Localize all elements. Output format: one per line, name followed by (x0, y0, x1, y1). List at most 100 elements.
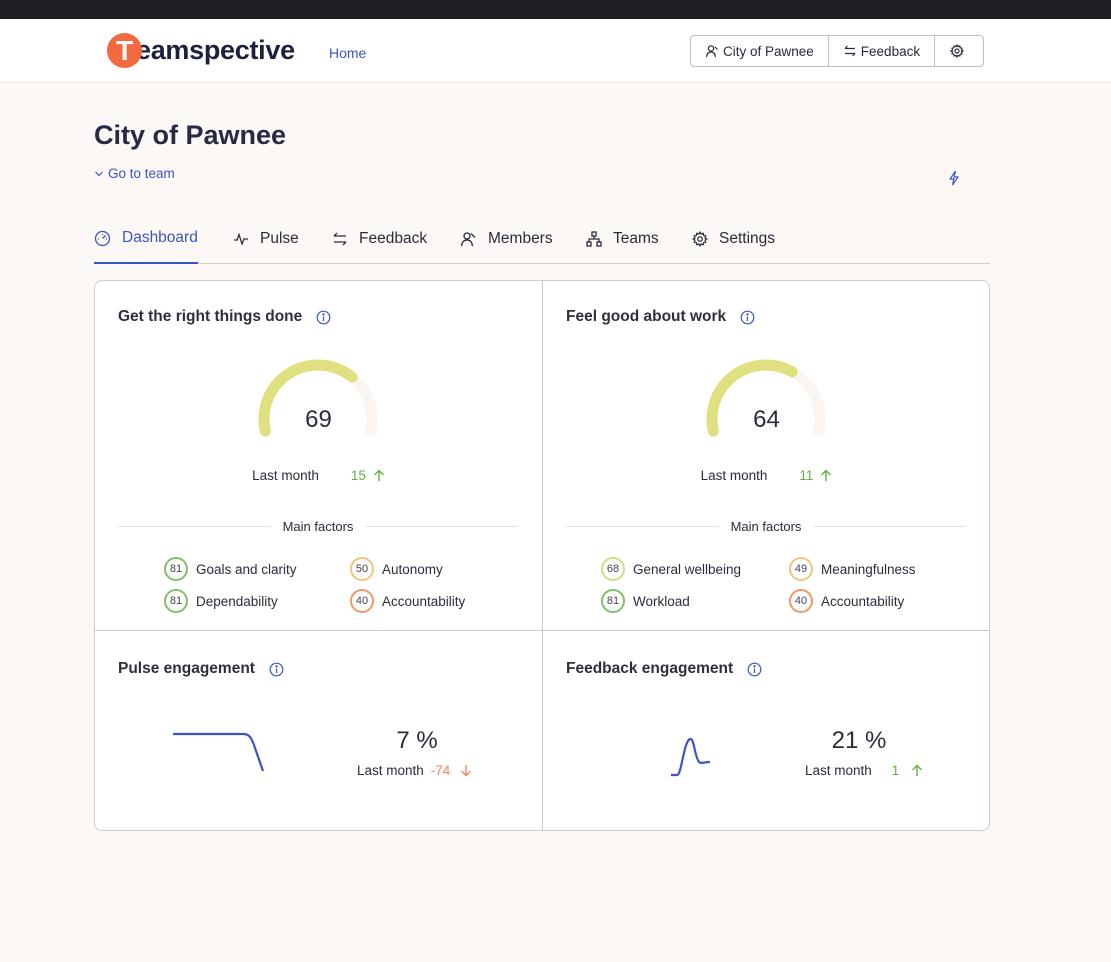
info-icon[interactable] (316, 310, 331, 325)
divider-line (365, 525, 518, 527)
app-header: T eamspective Home City of Pawnee Feedba… (0, 19, 1111, 83)
settings-button[interactable] (935, 36, 983, 66)
card-title: Feel good about work (566, 308, 755, 326)
card-pulse-engagement: Pulse engagement 7 % Last month -74 (95, 631, 542, 830)
logo-mark: T (107, 32, 142, 68)
factor-item: 81 Workload (601, 589, 690, 613)
feedback-sparkline (671, 737, 711, 777)
go-to-team-link[interactable]: Go to team (94, 166, 175, 181)
arrow-up-icon (373, 469, 384, 481)
factor-score-badge: 81 (601, 589, 625, 613)
exchange-icon (844, 45, 856, 57)
factor-score-badge: 68 (601, 557, 625, 581)
header-button-group: City of Pawnee Feedback (690, 35, 985, 67)
divider-line (566, 525, 719, 527)
gear-icon (950, 44, 965, 58)
last-month-delta: 15 (350, 468, 366, 483)
factor-label: Dependability (196, 593, 278, 609)
factor-item: 68 General wellbeing (601, 557, 741, 581)
main-factors-label: Main factors (282, 518, 354, 534)
factor-score-badge: 81 (164, 589, 188, 613)
last-month-row: Last month 11 (543, 468, 989, 483)
last-month-delta: -74 (430, 763, 451, 778)
sparkline-path (173, 732, 265, 772)
card-title-label: Feel good about work (566, 308, 727, 325)
factor-label: Accountability (821, 593, 905, 609)
info-icon[interactable] (740, 310, 755, 325)
tab-members-label: Members (488, 230, 553, 247)
last-month-row: Last month 1 (805, 763, 923, 778)
factor-item: 81 Goals and clarity (164, 557, 297, 581)
last-month-label: Last month (357, 763, 424, 778)
tab-dashboard[interactable]: Dashboard (94, 218, 198, 264)
tab-dashboard-label: Dashboard (122, 229, 198, 246)
score-value: 64 (753, 406, 780, 433)
pulse-icon (234, 232, 248, 246)
factor-item: 40 Accountability (789, 589, 904, 613)
factor-item: 40 Accountability (350, 589, 465, 613)
card-feel-good: Feel good about work 64 Last month 11 Ma… (543, 281, 989, 630)
divider-line (118, 525, 271, 527)
tab-feedback-label: Feedback (359, 230, 428, 247)
last-month-delta: 1 (891, 763, 900, 778)
sparkline-path (671, 737, 711, 777)
tab-settings[interactable]: Settings (692, 218, 775, 264)
engagement-value: 21 % (831, 727, 887, 754)
nav-home-link[interactable]: Home (329, 45, 367, 61)
lightning-icon[interactable] (947, 170, 961, 191)
info-icon[interactable] (747, 662, 762, 677)
last-month-row: Last month 15 (95, 468, 542, 483)
grid-divider-horizontal (95, 630, 989, 631)
main-factors-label: Main factors (730, 518, 802, 534)
factor-score-badge: 81 (164, 557, 188, 581)
card-things-done: Get the right things done 69 Last month … (95, 281, 542, 630)
factor-label: Goals and clarity (196, 561, 297, 577)
exchange-icon (333, 232, 347, 246)
score-value: 69 (305, 406, 332, 433)
tab-bar: Dashboard Pulse Feedback Members Teams S… (94, 218, 990, 264)
main-factors-divider: Main factors (118, 517, 518, 535)
tab-members[interactable]: Members (460, 218, 553, 264)
last-month-label: Last month (252, 468, 319, 483)
arrow-down-icon (461, 765, 472, 777)
grid-divider-vertical (542, 281, 543, 830)
last-month-label: Last month (700, 468, 768, 483)
card-title: Get the right things done (118, 308, 331, 326)
logo-text: eamspective (136, 35, 295, 65)
score-gauge (706, 359, 826, 437)
dashboard-icon (94, 230, 111, 246)
org-switch-label: City of Pawnee (723, 43, 814, 59)
card-title: Pulse engagement (118, 660, 284, 678)
last-month-row: Last month -74 (357, 763, 472, 778)
arrow-up-icon (912, 764, 923, 776)
card-title-label: Get the right things done (118, 308, 303, 325)
tab-pulse[interactable]: Pulse (233, 218, 299, 264)
tab-teams[interactable]: Teams (586, 218, 659, 264)
members-icon (460, 232, 476, 247)
factor-score-badge: 40 (350, 589, 374, 613)
engagement-value: 7 % (396, 727, 438, 754)
arrow-up-icon (821, 469, 832, 481)
tab-feedback[interactable]: Feedback (332, 218, 427, 264)
logo-initial: T (116, 34, 134, 66)
pulse-sparkline (173, 732, 265, 772)
dashboard-grid: Get the right things done 69 Last month … (94, 280, 990, 831)
card-title: Feedback engagement (566, 660, 762, 678)
factor-score-badge: 49 (789, 557, 813, 581)
logo[interactable]: T eamspective (107, 32, 295, 68)
main-factors-divider: Main factors (566, 517, 966, 535)
gauge-fill (706, 359, 798, 437)
info-icon[interactable] (269, 662, 284, 677)
factor-item: 81 Dependability (164, 589, 278, 613)
feedback-button[interactable]: Feedback (829, 36, 936, 66)
browser-top-strip (0, 0, 1111, 19)
person-icon (705, 45, 718, 58)
factor-item: 50 Autonomy (350, 557, 443, 581)
org-switch-button[interactable]: City of Pawnee (691, 36, 829, 66)
tab-settings-label: Settings (719, 230, 776, 247)
card-feedback-engagement: Feedback engagement 21 % Last month 1 (543, 631, 989, 830)
factor-label: Workload (633, 593, 690, 609)
factor-score-badge: 40 (789, 589, 813, 613)
card-title-label: Pulse engagement (118, 660, 255, 677)
feedback-button-label: Feedback (860, 43, 921, 59)
